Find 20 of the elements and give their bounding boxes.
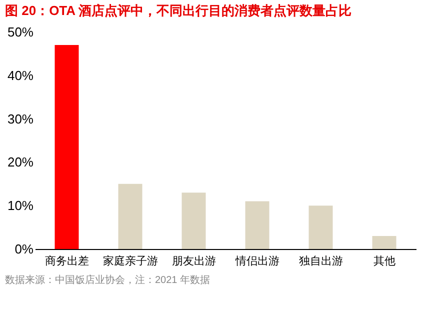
x-tick-label: 情侣出游 [234, 254, 280, 268]
y-tick-label: 50% [7, 24, 34, 40]
bar [372, 236, 396, 249]
bar [54, 45, 79, 249]
bar [182, 192, 206, 249]
x-tick-label: 商务出差 [44, 254, 89, 268]
bar [308, 206, 333, 249]
x-tick-label: 朋友出游 [172, 254, 216, 268]
bar [245, 201, 270, 249]
y-tick-label: 20% [7, 154, 34, 170]
y-tick-label: 10% [7, 198, 34, 214]
chart-title: 图 20：OTA 酒店点评中，不同出行目的消费者点评数量占比 [5, 3, 352, 18]
y-tick-label: 0% [14, 242, 34, 256]
y-tick-label: 40% [7, 68, 34, 83]
source-note: 数据来源：中国饭店业协会，注：2021 年数据 [5, 274, 210, 286]
bar [118, 184, 142, 249]
y-tick-label: 30% [7, 111, 34, 126]
x-tick-label: 独自出游 [298, 254, 343, 268]
x-tick-label: 家庭亲子游 [102, 254, 158, 268]
x-tick-label: 其他 [373, 254, 396, 268]
